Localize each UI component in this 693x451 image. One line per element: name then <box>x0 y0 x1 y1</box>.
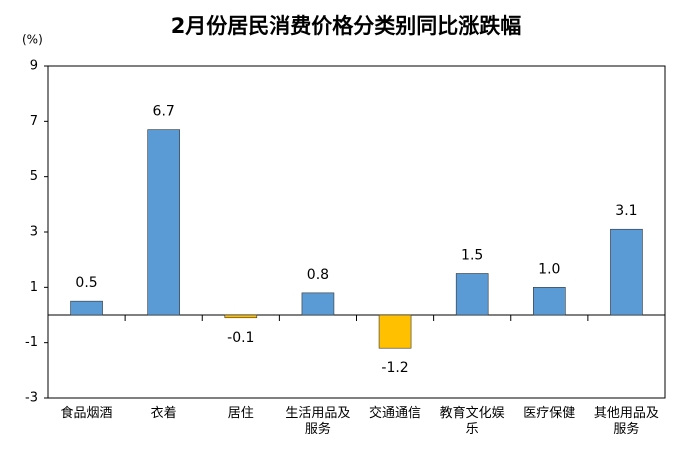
bar <box>147 129 180 316</box>
value-label: -0.1 <box>227 330 254 346</box>
value-label: 0.5 <box>75 275 97 291</box>
bar <box>533 287 566 316</box>
y-tick-label: -3 <box>25 391 38 406</box>
x-tick-label: 食品烟酒 <box>60 406 113 421</box>
value-label: 3.1 <box>615 203 637 219</box>
bar <box>301 292 335 316</box>
y-axis-label: (%) <box>22 33 43 47</box>
y-tick-label: 7 <box>30 114 38 129</box>
value-label: -1.2 <box>381 360 408 376</box>
x-tick-label: 教育文化娱乐 <box>439 406 505 437</box>
x-tick-label: 医疗保健 <box>523 406 576 421</box>
x-tick-label: 其他用品及服务 <box>593 406 659 437</box>
bar <box>224 314 258 319</box>
value-label: 1.0 <box>538 261 560 277</box>
x-tick-label: 交通通信 <box>369 406 422 421</box>
y-tick-label: -1 <box>25 335 38 350</box>
plot-frame <box>47 65 666 399</box>
value-label: 1.5 <box>461 248 483 264</box>
y-tick-label: 9 <box>30 59 38 74</box>
y-tick-label: 3 <box>30 225 38 240</box>
x-tick-label: 居住 <box>227 406 254 421</box>
x-tick-label: 衣着 <box>150 406 177 421</box>
bar <box>378 314 412 349</box>
chart-title: 2月份居民消费价格分类别同比涨跌幅 <box>171 14 522 38</box>
y-tick-label: 5 <box>30 169 38 184</box>
x-tick-label: 生活用品及服务 <box>285 406 351 437</box>
bar <box>455 273 489 316</box>
y-tick-label: 1 <box>30 280 38 295</box>
value-label: 6.7 <box>153 104 175 120</box>
bar <box>70 300 103 316</box>
bar <box>610 228 643 316</box>
value-label: 0.8 <box>307 267 329 283</box>
